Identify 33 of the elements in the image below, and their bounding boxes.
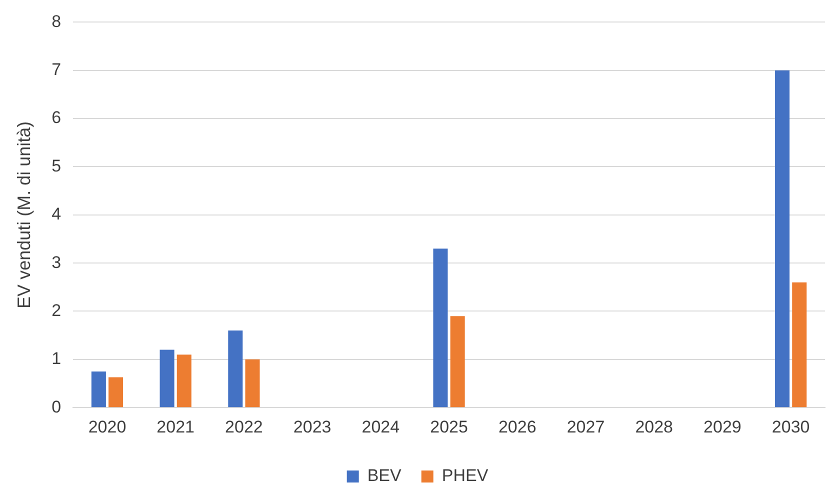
bar xyxy=(160,350,174,408)
y-tick-label: 0 xyxy=(52,397,62,416)
x-tick-label: 2028 xyxy=(635,417,674,436)
x-tick-label: 2025 xyxy=(430,417,468,436)
x-tick-label: 2021 xyxy=(156,417,195,436)
bar xyxy=(91,371,106,408)
x-tick-label: 2030 xyxy=(772,417,810,436)
x-tick-label: 2020 xyxy=(88,417,126,436)
legend-label: PHEV xyxy=(442,466,489,486)
legend-label: BEV xyxy=(367,466,402,486)
y-axis-title: EV venduti (M. di unità) xyxy=(14,121,34,308)
bar xyxy=(433,248,448,408)
bar xyxy=(108,377,124,408)
bar xyxy=(450,316,465,408)
bar xyxy=(176,354,192,408)
x-tick-label: 2027 xyxy=(566,417,605,436)
y-tick-label: 1 xyxy=(52,349,62,368)
x-tick-label: 2022 xyxy=(225,417,263,436)
y-tick-label: 2 xyxy=(52,300,62,320)
y-tick-label: 7 xyxy=(52,60,62,80)
bar xyxy=(228,330,243,408)
y-tick-label: 5 xyxy=(52,156,62,176)
y-tick-label: 8 xyxy=(52,12,62,31)
y-tick-label: 4 xyxy=(52,204,62,224)
bar xyxy=(792,282,807,408)
bar xyxy=(775,70,790,408)
x-tick-label: 2029 xyxy=(704,417,742,436)
x-tick-label: 2023 xyxy=(293,417,332,436)
x-tick-label: 2026 xyxy=(498,417,536,436)
bar xyxy=(245,359,260,408)
y-tick-label: 3 xyxy=(52,252,62,272)
y-tick-label: 6 xyxy=(52,108,62,128)
x-tick-label: 2024 xyxy=(362,417,400,436)
